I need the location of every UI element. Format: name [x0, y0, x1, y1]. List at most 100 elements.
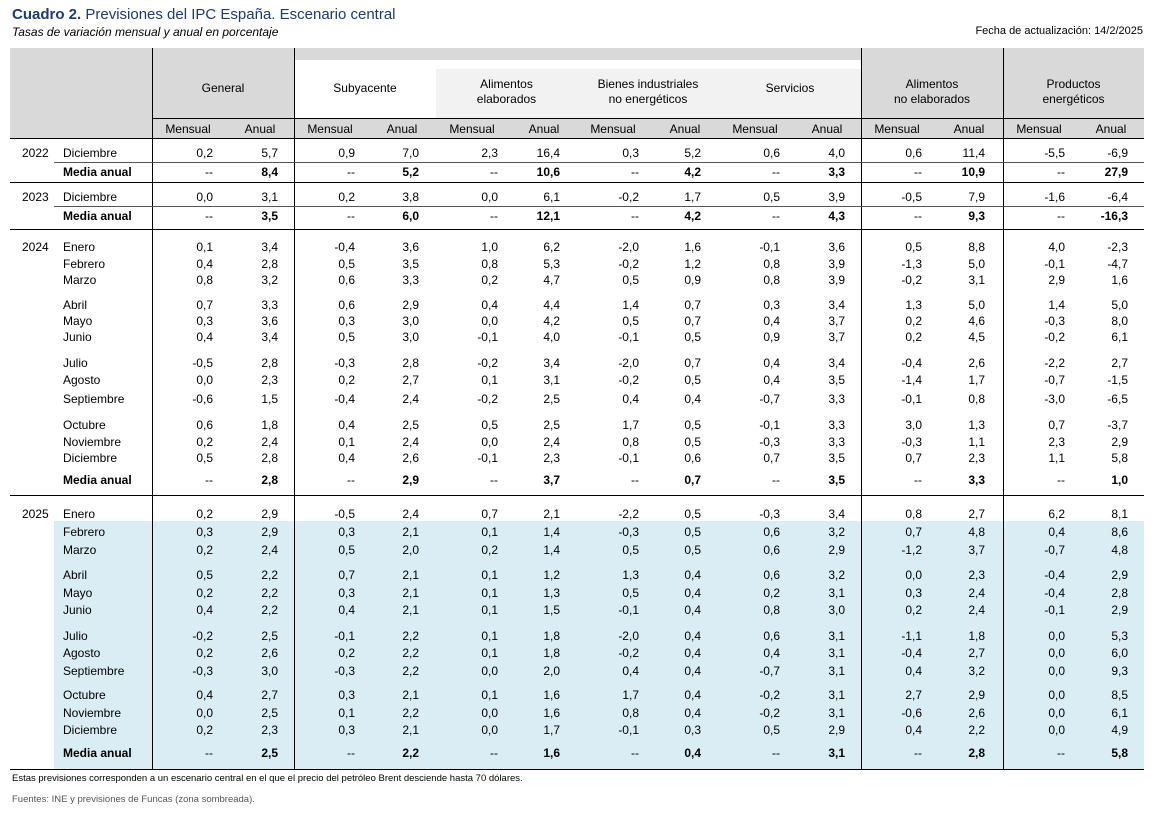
value-mensual: 1,1: [1048, 451, 1065, 465]
value-anual: 2,8: [968, 746, 985, 760]
value-anual: 0,9: [684, 273, 701, 287]
value-anual: 6,1: [1111, 330, 1128, 344]
row-label-month: Octubre: [63, 688, 106, 702]
subheader-mensual: Mensual: [590, 122, 636, 136]
value-mensual: -0,3: [901, 435, 922, 449]
value-mensual: -0,2: [477, 356, 498, 370]
value-mensual: 0,0: [481, 435, 498, 449]
subheader-top-rule: [152, 118, 1144, 119]
value-anual: 0,5: [684, 373, 701, 387]
value-anual: 2,5: [402, 418, 419, 432]
value-anual: 2,3: [968, 451, 985, 465]
value-anual: 0,4: [684, 392, 701, 406]
value-mensual: 0,0: [481, 190, 498, 204]
value-anual: 0,4: [684, 746, 701, 760]
row-label-month: Junio: [63, 603, 92, 617]
value-anual: 3,1: [543, 373, 560, 387]
subheader-anual: Anual: [528, 122, 560, 136]
value-mensual: -0,5: [901, 190, 922, 204]
value-mensual: -0,5: [192, 356, 213, 370]
value-anual: 2,9: [402, 473, 419, 487]
value-mensual: 2,3: [1048, 435, 1065, 449]
value-mensual: --: [631, 165, 639, 179]
value-anual: 3,1: [828, 746, 845, 760]
value-anual: 0,6: [684, 451, 701, 465]
value-mensual: 0,4: [338, 603, 355, 617]
value-anual: 1,3: [968, 418, 985, 432]
value-mensual: -1,2: [901, 543, 922, 557]
row-label-month: Octubre: [63, 418, 106, 432]
value-anual: 1,6: [543, 706, 560, 720]
value-anual: 3,1: [828, 646, 845, 660]
value-mensual: -1,1: [901, 629, 922, 643]
column-group-header: Alimentos: [905, 77, 959, 91]
rule-after-2023: [10, 229, 1144, 230]
value-anual: 0,5: [684, 525, 701, 539]
value-anual: 2,9: [402, 298, 419, 312]
value-anual: 4,9: [1111, 723, 1128, 737]
value-mensual: 0,6: [763, 146, 780, 160]
value-anual: -16,3: [1100, 209, 1128, 223]
value-anual: 1,6: [684, 240, 701, 254]
value-mensual: 1,0: [481, 240, 498, 254]
row-label-month: Abril: [63, 568, 88, 582]
value-mensual: 1,7: [622, 418, 639, 432]
value-mensual: 0,5: [338, 543, 355, 557]
value-anual: 9,3: [968, 209, 985, 223]
value-anual: 1,8: [543, 629, 560, 643]
value-anual: 3,1: [968, 273, 985, 287]
value-mensual: 0,1: [481, 603, 498, 617]
value-anual: 3,6: [828, 240, 845, 254]
value-anual: 2,1: [543, 507, 560, 521]
value-mensual: 0,0: [1048, 706, 1065, 720]
value-anual: 2,2: [402, 706, 419, 720]
value-anual: 2,4: [402, 435, 419, 449]
value-anual: 5,3: [1111, 629, 1128, 643]
value-mensual: 0,2: [196, 586, 213, 600]
value-mensual: 0,6: [196, 418, 213, 432]
value-mensual: 0,6: [763, 543, 780, 557]
value-anual: 8,1: [1111, 507, 1128, 521]
value-mensual: 0,2: [196, 723, 213, 737]
value-mensual: 1,3: [622, 568, 639, 582]
value-anual: 2,4: [402, 392, 419, 406]
value-mensual: 0,3: [338, 688, 355, 702]
column-divider: [1003, 48, 1004, 770]
value-mensual: --: [490, 746, 498, 760]
value-anual: 3,9: [828, 273, 845, 287]
value-anual: 2,1: [402, 525, 419, 539]
value-mensual: -0,2: [901, 273, 922, 287]
value-mensual: 0,6: [905, 146, 922, 160]
value-anual: 2,8: [1111, 586, 1128, 600]
header-band-subyacente: [294, 60, 436, 118]
value-anual: 2,4: [402, 507, 419, 521]
value-anual: 3,3: [261, 298, 278, 312]
value-mensual: 0,4: [338, 418, 355, 432]
value-mensual: -0,1: [759, 240, 780, 254]
value-mensual: 0,4: [763, 314, 780, 328]
value-mensual: --: [914, 473, 922, 487]
row-label-month: Noviembre: [63, 706, 122, 720]
row-label-month: Agosto: [63, 646, 101, 660]
value-mensual: 0,5: [622, 273, 639, 287]
value-mensual: 0,8: [905, 507, 922, 521]
value-anual: 2,9: [261, 525, 278, 539]
value-anual: 2,1: [402, 603, 419, 617]
value-mensual: --: [772, 746, 780, 760]
value-mensual: 0,1: [196, 240, 213, 254]
value-mensual: 0,3: [338, 525, 355, 539]
value-mensual: 0,1: [481, 646, 498, 660]
value-mensual: 0,0: [905, 568, 922, 582]
header-band-left: [10, 48, 152, 138]
value-anual: 2,5: [261, 629, 278, 643]
value-mensual: -2,0: [618, 356, 639, 370]
value-mensual: 0,0: [481, 664, 498, 678]
value-anual: 3,6: [402, 240, 419, 254]
value-anual: 0,4: [684, 646, 701, 660]
row-label-month: Diciembre: [63, 723, 118, 737]
row-label-month: Enero: [63, 240, 96, 254]
column-divider: [861, 48, 862, 770]
value-mensual: 0,0: [481, 706, 498, 720]
value-mensual: 1,4: [1048, 298, 1065, 312]
value-mensual: 0,5: [196, 451, 213, 465]
